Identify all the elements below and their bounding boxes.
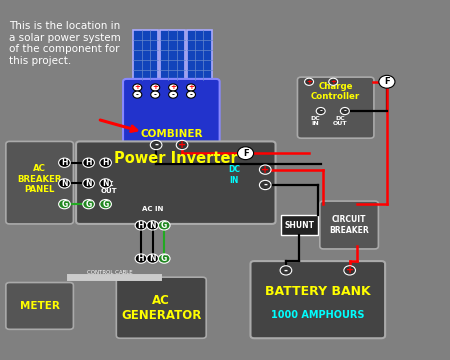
Circle shape [316,108,325,114]
Text: G: G [161,221,167,230]
Circle shape [158,254,170,263]
Text: N: N [149,254,156,263]
Bar [187,30,212,80]
Text: H: H [102,158,109,167]
Text: -: - [189,92,193,98]
Circle shape [169,84,178,91]
Text: N: N [86,179,92,188]
Text: G: G [61,200,68,209]
Circle shape [147,254,158,263]
Text: N: N [102,179,109,188]
Text: +: + [346,265,354,275]
FancyBboxPatch shape [6,141,73,224]
Circle shape [340,108,349,114]
Bar [281,215,318,235]
Circle shape [151,91,160,98]
Text: F: F [384,77,390,86]
Text: N: N [149,221,156,230]
Circle shape [58,199,70,209]
Circle shape [329,78,338,85]
Text: +: + [135,85,140,90]
FancyBboxPatch shape [297,77,374,138]
Text: +: + [188,85,194,90]
Text: -: - [284,265,288,275]
Circle shape [133,91,142,98]
Circle shape [83,158,94,167]
Circle shape [58,179,70,188]
Circle shape [83,179,94,188]
Text: H: H [61,158,68,167]
FancyBboxPatch shape [123,79,220,154]
FancyBboxPatch shape [116,277,206,338]
Text: H: H [86,158,92,167]
Circle shape [176,140,188,150]
Text: +: + [306,79,312,85]
Text: -: - [136,92,139,98]
Text: -: - [319,108,322,114]
Circle shape [187,91,195,98]
Circle shape [58,158,70,167]
Circle shape [147,221,158,230]
FancyBboxPatch shape [251,261,385,338]
Circle shape [344,266,356,275]
Text: -: - [263,180,267,190]
Text: -: - [154,92,157,98]
Bar [133,30,158,80]
Circle shape [379,75,395,88]
Text: Charge
Controller: Charge Controller [311,82,360,101]
Text: N: N [61,179,68,188]
Text: This is the location in
a solar power system
of the component for
this project.: This is the location in a solar power sy… [9,21,121,66]
Text: +: + [178,140,186,150]
Circle shape [100,199,112,209]
Text: +: + [261,165,269,175]
Text: CONTROL CABLE: CONTROL CABLE [87,270,133,275]
Circle shape [100,179,112,188]
Circle shape [169,91,178,98]
Text: AC
OUT: AC OUT [100,181,117,194]
Text: -: - [172,92,175,98]
FancyBboxPatch shape [320,201,378,249]
Circle shape [133,84,142,91]
Text: AC
GENERATOR: AC GENERATOR [121,294,202,322]
Text: AC
BREAKER
PANEL: AC BREAKER PANEL [18,164,62,194]
Text: BATTERY BANK: BATTERY BANK [265,285,371,298]
Text: 1000 AMPHOURS: 1000 AMPHOURS [271,310,364,320]
Circle shape [135,221,147,230]
Text: DC
OUT: DC OUT [333,116,348,126]
Circle shape [187,84,195,91]
Text: H: H [138,254,144,263]
Circle shape [280,266,292,275]
Text: -: - [343,108,346,114]
Circle shape [151,84,160,91]
Text: SHUNT: SHUNT [284,221,314,230]
Text: -: - [154,140,158,150]
Circle shape [150,140,162,150]
Text: DC
IN: DC IN [310,116,320,126]
Text: G: G [86,200,92,209]
Circle shape [305,78,314,85]
Circle shape [260,180,271,190]
Circle shape [158,221,170,230]
Circle shape [238,147,254,159]
FancyBboxPatch shape [6,283,73,329]
Text: F: F [243,149,248,158]
Text: METER: METER [20,301,59,311]
Text: AC IN: AC IN [142,206,163,212]
Text: CIRCUIT
BREAKER: CIRCUIT BREAKER [329,215,369,235]
FancyBboxPatch shape [76,141,275,224]
Text: DC
IN: DC IN [228,165,240,185]
Bar [160,30,185,80]
Text: +: + [330,79,336,85]
Circle shape [135,254,147,263]
Text: Power Inverter: Power Inverter [114,151,238,166]
Circle shape [100,158,112,167]
Text: G: G [103,200,109,209]
Circle shape [260,165,271,174]
Text: +: + [152,85,158,90]
Text: +: + [170,85,176,90]
Text: COMBINER: COMBINER [140,129,202,139]
Text: H: H [138,221,144,230]
Text: G: G [161,254,167,263]
Circle shape [83,199,94,209]
